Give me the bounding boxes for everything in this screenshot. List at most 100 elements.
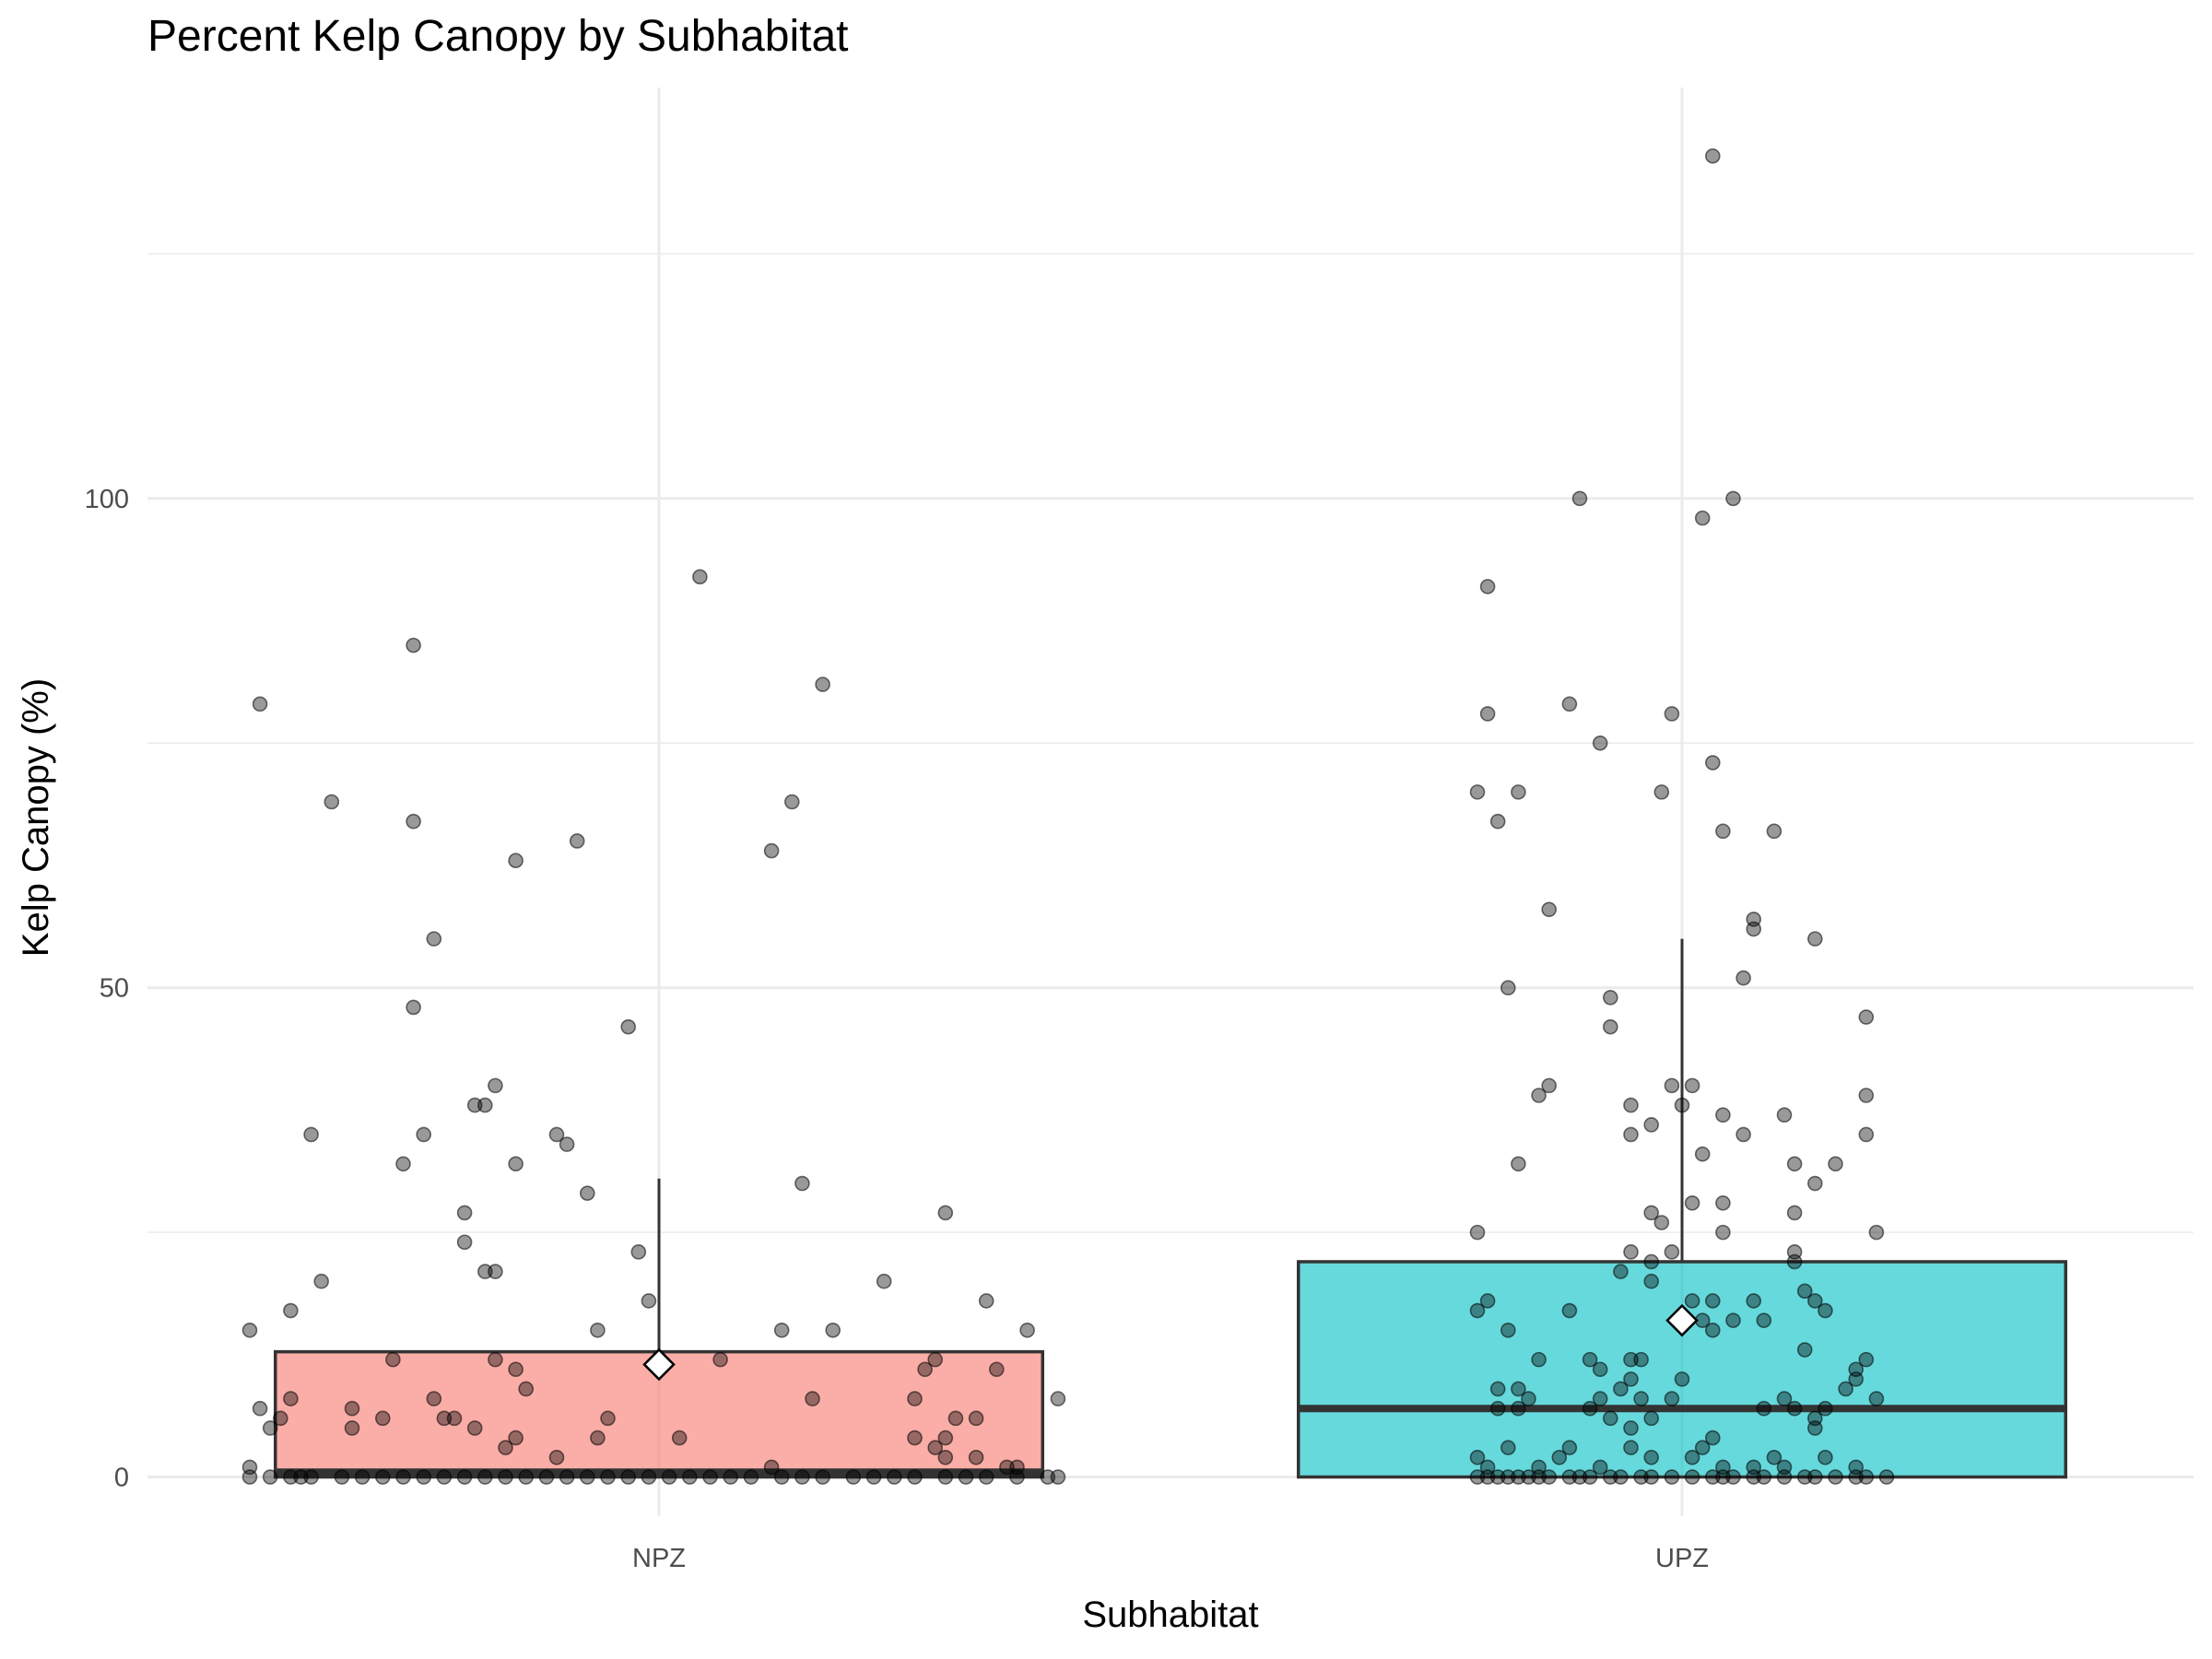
data-point (1776, 1391, 1793, 1406)
data-point (1561, 696, 1578, 712)
data-point (1776, 1107, 1793, 1124)
data-point (1623, 1440, 1639, 1455)
data-point (1643, 1205, 1659, 1221)
data-point (1786, 1156, 1803, 1172)
data-point (1756, 1312, 1772, 1328)
data-point (763, 1459, 780, 1476)
data-point (661, 1469, 677, 1485)
data-point (865, 1469, 882, 1485)
data-point (1582, 1400, 1598, 1417)
data-point (1603, 1410, 1618, 1427)
data-point (272, 1410, 288, 1427)
jitter-points (241, 148, 1895, 1485)
data-point (1684, 1077, 1700, 1094)
data-point (1725, 1312, 1741, 1328)
data-point (1766, 1450, 1783, 1465)
data-point (681, 1469, 698, 1485)
data-point (1807, 931, 1823, 947)
data-point (1479, 1293, 1496, 1309)
data-point (1623, 1244, 1639, 1260)
data-point (1633, 1391, 1649, 1406)
data-point (1868, 1391, 1885, 1406)
data-point (1664, 1244, 1680, 1260)
data-point (783, 794, 800, 810)
data-point (262, 1469, 278, 1485)
data-point (1858, 1009, 1875, 1025)
data-point (354, 1469, 371, 1485)
data-point (1582, 1469, 1598, 1485)
data-point (1674, 1371, 1690, 1387)
data-point (1715, 1194, 1731, 1211)
data-point (406, 813, 421, 830)
data-point (907, 1391, 923, 1406)
data-point (794, 1469, 810, 1485)
data-point (937, 1450, 954, 1465)
data-point (456, 1469, 473, 1485)
data-point (477, 1097, 493, 1113)
data-point (1674, 1097, 1690, 1113)
x-tick-label: UPZ (1655, 1544, 1709, 1573)
data-point (1613, 1469, 1629, 1485)
data-point (600, 1469, 616, 1485)
data-point (1623, 1126, 1639, 1143)
data-point (508, 853, 524, 868)
data-point (937, 1469, 954, 1485)
y-tick-labels: 0 50 100 (85, 485, 129, 1493)
chart-title: Percent Kelp Canopy by Subhabitat (147, 12, 849, 61)
data-point (374, 1410, 391, 1427)
data-point (1643, 1450, 1659, 1465)
data-point (947, 1410, 964, 1427)
data-point (416, 1469, 432, 1485)
data-point (548, 1450, 565, 1465)
data-point (1643, 1469, 1659, 1485)
data-point (1756, 1400, 1772, 1417)
data-point (620, 1469, 637, 1485)
y-tick-label: 100 (85, 485, 129, 514)
data-point (1479, 706, 1496, 722)
data-point (1531, 1351, 1547, 1368)
data-point (1705, 1322, 1721, 1338)
data-point (579, 1469, 595, 1485)
data-point (1694, 510, 1711, 526)
data-point (1725, 490, 1741, 507)
data-point (743, 1469, 759, 1485)
data-point (446, 1410, 463, 1427)
data-point (620, 1018, 637, 1035)
data-point (1531, 1088, 1547, 1103)
data-point (283, 1302, 299, 1319)
data-point (907, 1430, 923, 1446)
data-point (1694, 1146, 1711, 1162)
data-point (1050, 1391, 1066, 1406)
data-point (559, 1469, 575, 1485)
data-point (241, 1322, 258, 1338)
data-point (1623, 1420, 1639, 1436)
data-point (498, 1469, 513, 1485)
data-point (1715, 1107, 1731, 1124)
data-point (1653, 784, 1670, 800)
data-point (456, 1234, 473, 1251)
data-point (466, 1420, 483, 1436)
data-point (1735, 970, 1751, 986)
data-point (968, 1410, 984, 1427)
data-point (712, 1351, 728, 1368)
data-point (630, 1244, 647, 1260)
data-point (262, 1420, 278, 1436)
data-point (488, 1351, 503, 1368)
data-point (1469, 1224, 1486, 1241)
data-point (1818, 1302, 1833, 1319)
data-point (1786, 1205, 1803, 1221)
data-point (508, 1156, 524, 1172)
data-point (1541, 901, 1557, 918)
data-point (283, 1391, 299, 1406)
data-point (876, 1273, 892, 1289)
data-point (1592, 1391, 1608, 1406)
data-point (1521, 1391, 1536, 1406)
data-point (1050, 1469, 1066, 1485)
data-point (1664, 1391, 1680, 1406)
data-point (1603, 990, 1618, 1006)
y-tick-label: 50 (100, 974, 129, 1004)
data-point (1489, 1381, 1506, 1397)
data-point (968, 1450, 984, 1465)
data-point (1807, 1293, 1823, 1309)
data-point (1623, 1097, 1639, 1113)
